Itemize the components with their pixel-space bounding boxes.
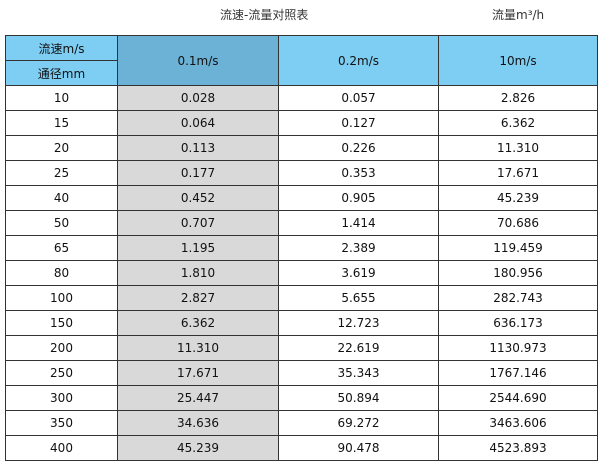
flow-cell: 0.905 — [278, 185, 439, 211]
col-header-10: 10m/s — [438, 35, 598, 86]
table-row: 65 1.195 2.389 119.459 — [5, 235, 598, 261]
table-row: 80 1.810 3.619 180.956 — [5, 260, 598, 286]
flow-cell: 6.362 — [117, 310, 279, 336]
velocity-header: 流速m/s — [5, 35, 118, 61]
flow-cell: 2.827 — [117, 285, 279, 311]
flow-cell: 2.389 — [278, 235, 439, 261]
diameter-cell: 300 — [5, 385, 118, 411]
flow-cell: 119.459 — [438, 235, 598, 261]
diameter-cell: 15 — [5, 110, 118, 136]
flow-cell: 11.310 — [438, 135, 598, 161]
flow-cell: 0.028 — [117, 85, 279, 111]
flow-cell: 1.414 — [278, 210, 439, 236]
flow-cell: 1.195 — [117, 235, 279, 261]
unit-label: 流量m³/h — [492, 8, 545, 22]
diameter-cell: 400 — [5, 435, 118, 461]
flow-cell: 45.239 — [117, 435, 279, 461]
table-row: 150 6.362 12.723 636.173 — [5, 310, 598, 336]
flow-cell: 17.671 — [117, 360, 279, 386]
table-row: 10 0.028 0.057 2.826 — [5, 85, 598, 111]
diameter-cell: 200 — [5, 335, 118, 361]
table-row: 25 0.177 0.353 17.671 — [5, 160, 598, 186]
flow-cell: 22.619 — [278, 335, 439, 361]
flow-cell: 6.362 — [438, 110, 598, 136]
flow-cell: 0.452 — [117, 185, 279, 211]
diameter-cell: 350 — [5, 410, 118, 436]
flow-cell: 1130.973 — [438, 335, 598, 361]
table-row: 400 45.239 90.478 4523.893 — [5, 435, 598, 461]
diameter-header: 通径mm — [5, 60, 118, 86]
diameter-cell: 10 — [5, 85, 118, 111]
flow-cell: 12.723 — [278, 310, 439, 336]
flow-cell: 636.173 — [438, 310, 598, 336]
table-row: 15 0.064 0.127 6.362 — [5, 110, 598, 136]
table-row: 20 0.113 0.226 11.310 — [5, 135, 598, 161]
diameter-cell: 65 — [5, 235, 118, 261]
table-row: 40 0.452 0.905 45.239 — [5, 185, 598, 211]
diameter-cell: 80 — [5, 260, 118, 286]
flow-cell: 25.447 — [117, 385, 279, 411]
diameter-cell: 40 — [5, 185, 118, 211]
flow-cell: 45.239 — [438, 185, 598, 211]
flow-cell: 0.707 — [117, 210, 279, 236]
flow-cell: 0.177 — [117, 160, 279, 186]
col-header-0-1: 0.1m/s — [117, 35, 279, 86]
flow-cell: 3463.606 — [438, 410, 598, 436]
flow-cell: 69.272 — [278, 410, 439, 436]
flow-cell: 0.226 — [278, 135, 439, 161]
flow-cell: 2544.690 — [438, 385, 598, 411]
table-row: 350 34.636 69.272 3463.606 — [5, 410, 598, 436]
flow-cell: 90.478 — [278, 435, 439, 461]
flow-table: 流速m/s 0.1m/s 0.2m/s 10m/s 通径mm 10 0.028 0.… — [5, 35, 598, 461]
table-row: 250 17.671 35.343 1767.146 — [5, 360, 598, 386]
flow-cell: 34.636 — [117, 410, 279, 436]
flow-cell: 1.810 — [117, 260, 279, 286]
flow-cell: 2.826 — [438, 85, 598, 111]
flow-cell: 11.310 — [117, 335, 279, 361]
flow-cell: 0.353 — [278, 160, 439, 186]
flow-cell: 5.655 — [278, 285, 439, 311]
flow-cell: 17.671 — [438, 160, 598, 186]
diameter-cell: 20 — [5, 135, 118, 161]
flow-cell: 0.113 — [117, 135, 279, 161]
flow-cell: 50.894 — [278, 385, 439, 411]
table-row: 200 11.310 22.619 1130.973 — [5, 335, 598, 361]
table-title: 流速-流量对照表 — [220, 8, 309, 22]
table-row: 300 25.447 50.894 2544.690 — [5, 385, 598, 411]
flow-cell: 0.064 — [117, 110, 279, 136]
flow-cell: 282.743 — [438, 285, 598, 311]
flow-cell: 35.343 — [278, 360, 439, 386]
flow-cell: 1767.146 — [438, 360, 598, 386]
table-row: 50 0.707 1.414 70.686 — [5, 210, 598, 236]
diameter-cell: 50 — [5, 210, 118, 236]
table-row: 100 2.827 5.655 282.743 — [5, 285, 598, 311]
flow-cell: 70.686 — [438, 210, 598, 236]
flow-cell: 180.956 — [438, 260, 598, 286]
flow-cell: 0.057 — [278, 85, 439, 111]
diameter-cell: 250 — [5, 360, 118, 386]
diameter-cell: 25 — [5, 160, 118, 186]
col-header-0-2: 0.2m/s — [278, 35, 439, 86]
diameter-cell: 100 — [5, 285, 118, 311]
flow-cell: 4523.893 — [438, 435, 598, 461]
flow-cell: 3.619 — [278, 260, 439, 286]
flow-cell: 0.127 — [278, 110, 439, 136]
diameter-cell: 150 — [5, 310, 118, 336]
